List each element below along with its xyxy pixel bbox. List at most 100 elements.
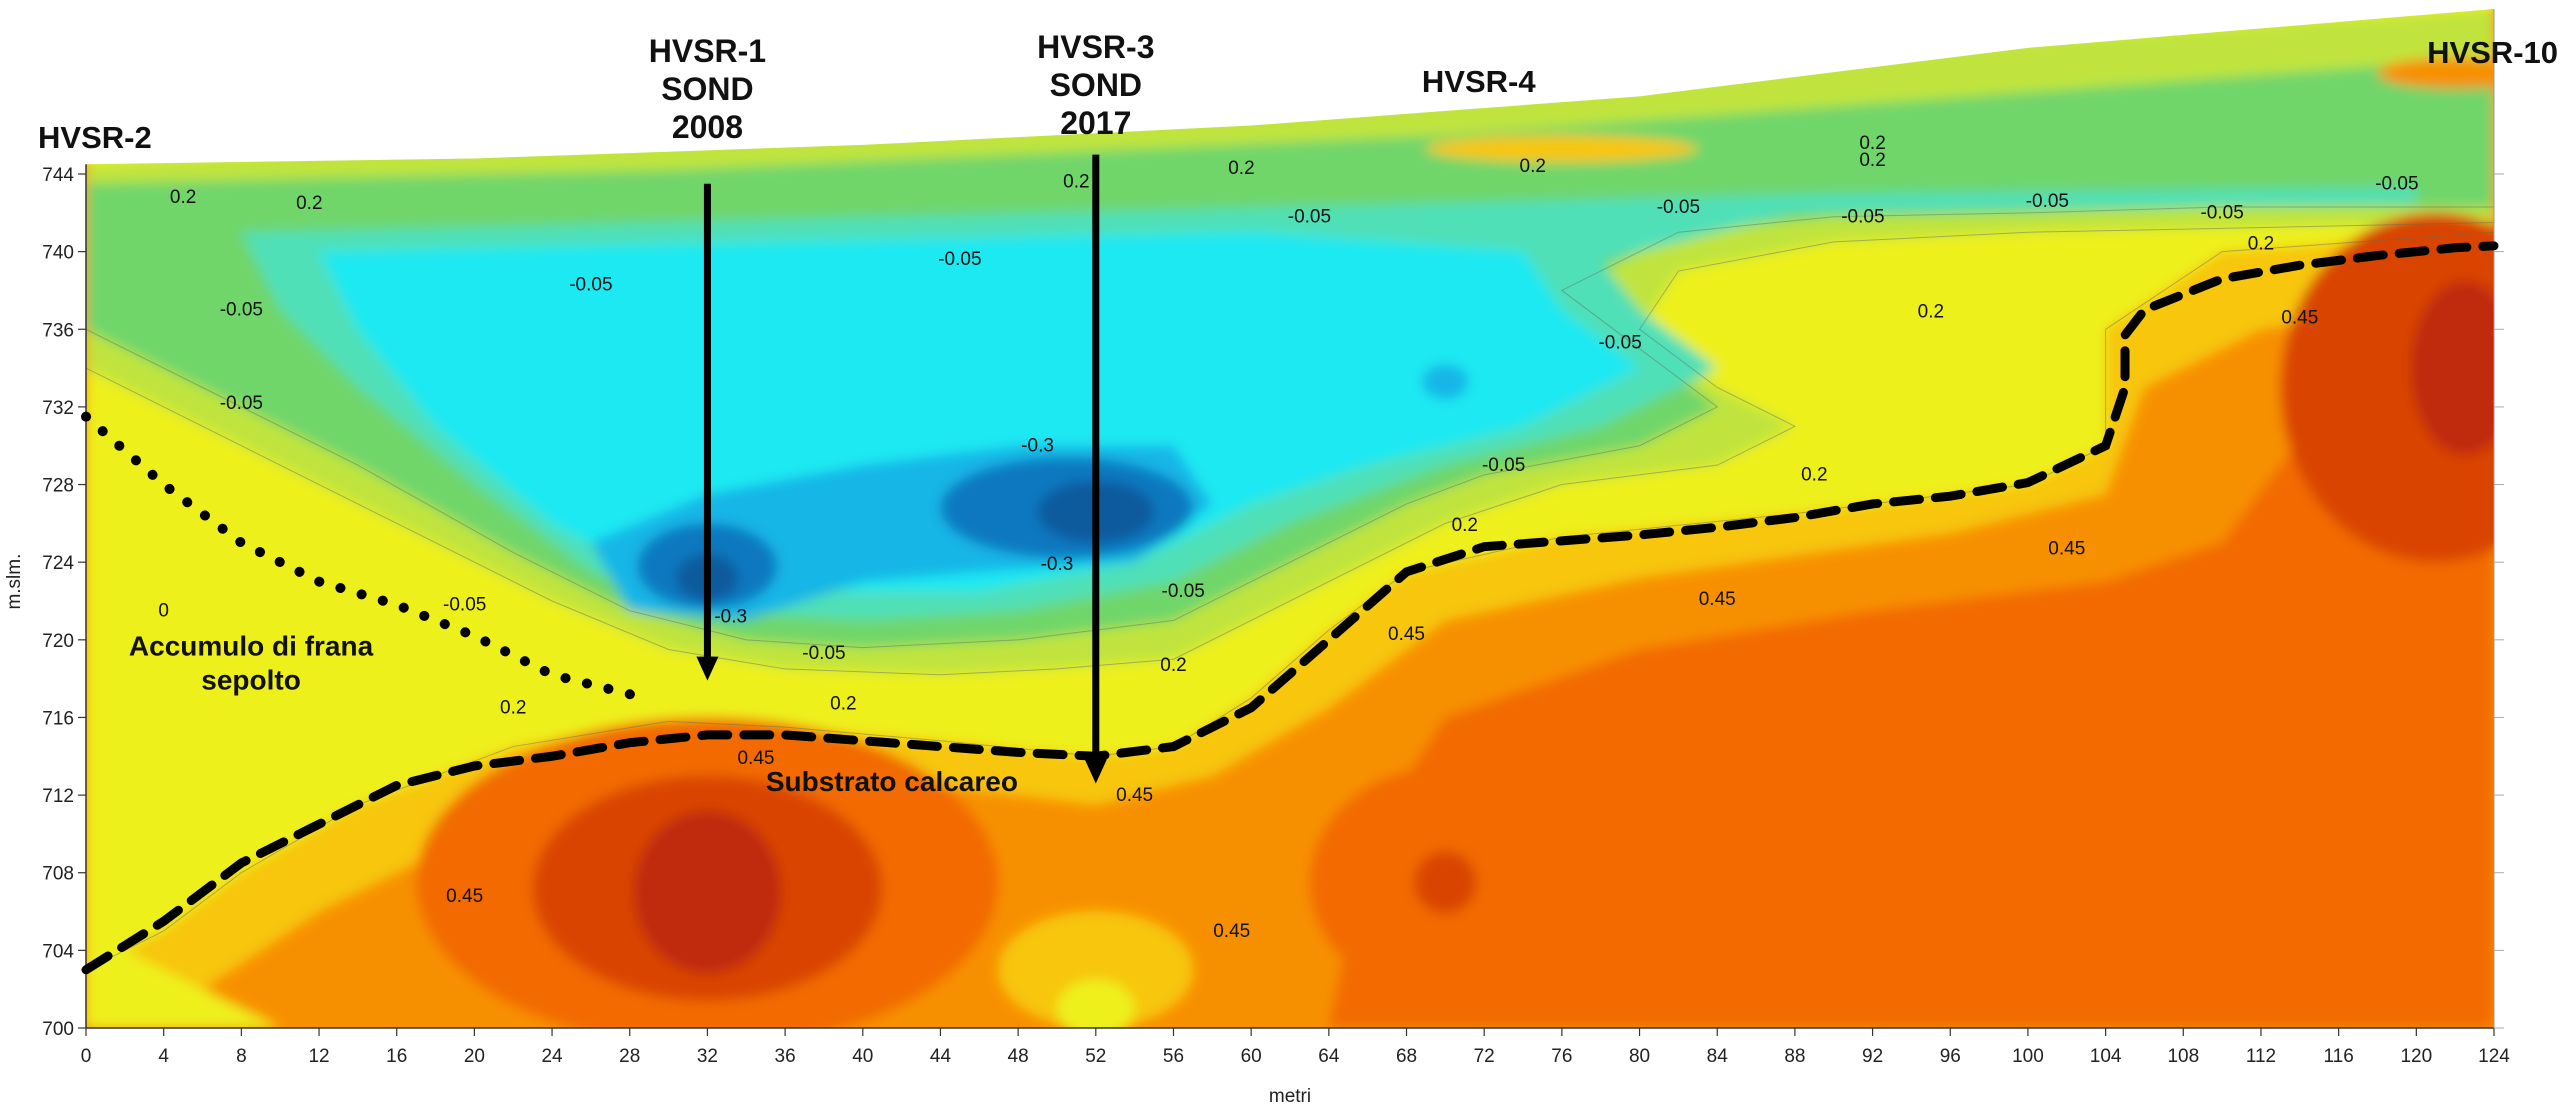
contour-value-label: 0 xyxy=(158,601,169,622)
contour-labels: 0.2 0.2-0.05-0.05-0.05-0.05 -0.05 -0.05-0.0… xyxy=(158,133,2418,942)
contour-value-label: 0.2 xyxy=(1801,465,1827,486)
contour-value-label: -0.05 xyxy=(569,274,612,295)
field-body-mid-core xyxy=(1414,851,1477,914)
x-tick-label: 60 xyxy=(1241,1046,1262,1067)
x-tick-label: 48 xyxy=(1008,1046,1029,1067)
contour-value-label: 0.45 xyxy=(1213,921,1250,942)
station-label: HVSR-4 xyxy=(1422,64,1536,99)
contour-value-label: 0.2 xyxy=(500,698,526,719)
x-tick-label: 76 xyxy=(1551,1046,1572,1067)
y-tick-label: 732 xyxy=(42,398,74,419)
field-body-right xyxy=(1328,309,2494,1028)
contour-value-label: -0.3 xyxy=(1021,436,1054,457)
contour-value-label: 0.45 xyxy=(2048,538,2085,559)
x-tick-label: 72 xyxy=(1474,1046,1495,1067)
x-tick-label: 40 xyxy=(852,1046,873,1067)
x-tick-label: 8 xyxy=(236,1046,247,1067)
y-tick-label: 744 xyxy=(42,165,74,186)
contour-value-label: 0.2 xyxy=(2248,234,2274,255)
contour-value-label: 0.2 xyxy=(1859,150,1885,171)
contour-value-label: -0.05 xyxy=(1288,207,1331,228)
x-tick-label: 120 xyxy=(2400,1046,2432,1067)
x-tick-label: 4 xyxy=(158,1046,169,1067)
contour-value-label: 0.2 xyxy=(1452,515,1478,536)
contour-value-label: -0.3 xyxy=(1041,554,1074,575)
field-small-blue xyxy=(1422,364,1469,400)
x-tick-label: 80 xyxy=(1629,1046,1650,1067)
x-tick-label: 68 xyxy=(1396,1046,1417,1067)
contour-value-label: -0.05 xyxy=(1657,197,1700,218)
contour-value-label: 0.2 xyxy=(830,694,856,715)
x-tick-label: 116 xyxy=(2323,1046,2353,1067)
borehole-label: HVSR-1 xyxy=(649,33,766,69)
y-tick-label: 712 xyxy=(42,786,74,807)
borehole-label: SOND xyxy=(661,71,753,107)
x-tick-label: 124 xyxy=(2478,1046,2510,1067)
y-tick-label: 704 xyxy=(42,941,74,962)
field-body-left-core xyxy=(633,810,782,974)
contour-value-label: -0.05 xyxy=(220,300,263,321)
x-tick-label: 108 xyxy=(2167,1046,2199,1067)
contour-value-label: -0.05 xyxy=(938,249,981,270)
substrate-boundary-dashed xyxy=(81,241,2499,975)
x-tick-label: 32 xyxy=(697,1046,718,1067)
contour-value-label: 0.45 xyxy=(1116,785,1153,806)
x-tick-label: 52 xyxy=(1085,1046,1106,1067)
y-tick-label: 728 xyxy=(42,476,74,497)
borehole-label: 2008 xyxy=(672,109,743,145)
x-tick-label: 100 xyxy=(2012,1046,2044,1067)
x-tick-label: 44 xyxy=(930,1046,952,1067)
field-bottom-gold xyxy=(998,911,1193,1028)
field-gold xyxy=(86,232,2494,1028)
y-tick-label: 708 xyxy=(42,864,74,885)
x-tick-label: 36 xyxy=(775,1046,796,1067)
x-tick-label: 84 xyxy=(1707,1046,1729,1067)
contour-value-label: 0.45 xyxy=(1699,589,1736,610)
station-label: HVSR-2 xyxy=(38,120,152,155)
x-tick-label: 96 xyxy=(1940,1046,1961,1067)
contour-value-label: 0.45 xyxy=(1388,624,1425,645)
field-top-orange xyxy=(2377,57,2494,89)
contour-value-label: -0.05 xyxy=(2200,203,2243,224)
y-tick-label: 700 xyxy=(42,1019,74,1040)
contour-value-label: 0.2 xyxy=(296,193,322,214)
x-tick-label: 0 xyxy=(81,1046,92,1067)
contour-value-label: 0.45 xyxy=(737,748,774,769)
contour-value-label: -0.05 xyxy=(220,393,263,414)
x-tick-label: 64 xyxy=(1318,1046,1340,1067)
contour-value-label: 0.45 xyxy=(2281,307,2318,328)
field-cyan xyxy=(319,232,1640,592)
y-tick-label: 716 xyxy=(42,708,74,729)
contour-value-label: -0.05 xyxy=(1841,207,1884,228)
x-tick-label: 16 xyxy=(386,1046,407,1067)
y-axis-label: m.slm. xyxy=(4,554,25,610)
x-tick-label: 20 xyxy=(464,1046,485,1067)
substrate-annotation: Substrato calcareo xyxy=(766,766,1018,797)
contour-value-label: -0.05 xyxy=(802,643,845,664)
x-tick-label: 104 xyxy=(2090,1046,2122,1067)
contour-value-label: -0.05 xyxy=(443,595,486,616)
contour-value-label: 0.2 xyxy=(1228,158,1254,179)
contour-value-label: -0.05 xyxy=(2026,191,2069,212)
contour-value-label: 0.2 xyxy=(170,187,196,208)
y-tick-label: 724 xyxy=(42,553,74,574)
contour-value-label: -0.05 xyxy=(2375,174,2418,195)
borehole-label: HVSR-3 xyxy=(1037,29,1154,65)
field-bottom-yellow xyxy=(1056,979,1135,1029)
contour-line xyxy=(86,206,2494,649)
y-tick-label: 740 xyxy=(42,243,74,264)
contour-value-label: 0.2 xyxy=(1859,133,1885,154)
interpretation-lines: HVSR-1SOND2008HVSR-3SOND2017HVSR-2HVSR-4… xyxy=(38,29,2558,975)
contour-value-label: 0.2 xyxy=(1063,172,1089,193)
borehole-arrow-head xyxy=(696,656,719,681)
contour-value-label: 0.45 xyxy=(446,886,483,907)
contour-value-label: -0.3 xyxy=(714,606,747,627)
x-axis-label: metri xyxy=(1269,1086,1311,1107)
y-tick-label: 736 xyxy=(42,320,74,341)
x-tick-label: 12 xyxy=(308,1046,329,1067)
station-label: HVSR-10 xyxy=(2427,35,2558,70)
